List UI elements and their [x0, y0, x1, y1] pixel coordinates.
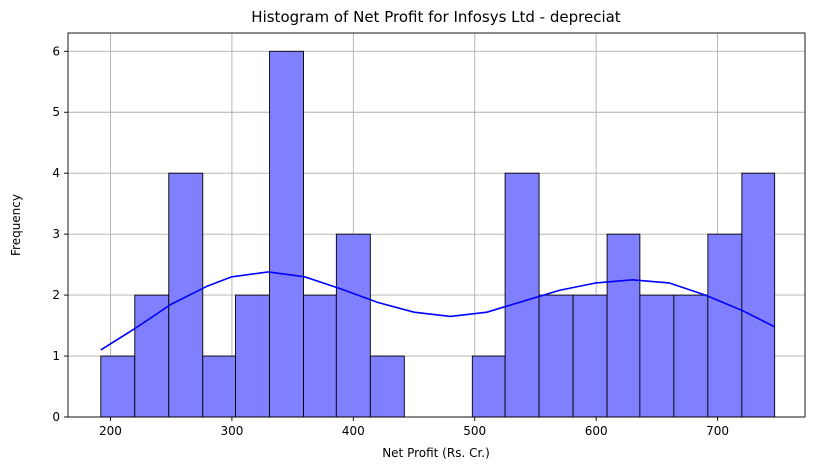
y-tick-label: 2 — [52, 288, 60, 302]
histogram-bar — [639, 294, 675, 418]
x-tick-label: 600 — [585, 424, 608, 438]
y-tick-label: 6 — [52, 44, 60, 58]
y-tick-label: 0 — [52, 410, 60, 424]
histogram-bar — [269, 50, 304, 418]
x-tick-label: 200 — [99, 424, 122, 438]
histogram-bar — [707, 233, 743, 418]
histogram-bar — [134, 294, 170, 418]
kde-curve — [100, 271, 776, 351]
y-tick-label: 5 — [52, 105, 60, 119]
y-tick-label: 3 — [52, 227, 60, 241]
histogram-bar — [335, 233, 371, 418]
histogram-bar — [202, 355, 237, 418]
histogram-bar — [100, 355, 136, 418]
histogram-bar — [741, 172, 776, 418]
histogram-bar — [572, 294, 608, 418]
y-ticks: 0 1 2 3 4 5 6 — [52, 44, 68, 424]
bars — [100, 50, 776, 418]
y-tick-label: 1 — [52, 349, 60, 363]
x-tick-label: 300 — [220, 424, 243, 438]
chart-title: Histogram of Net Profit for Infosys Ltd … — [251, 8, 621, 26]
x-tick-label: 700 — [706, 424, 729, 438]
histogram-bar — [606, 233, 641, 418]
x-axis-label: Net Profit (Rs. Cr.) — [382, 446, 490, 460]
x-tick-label: 500 — [463, 424, 486, 438]
histogram-bar — [504, 172, 540, 418]
histogram-bar — [369, 355, 405, 418]
histogram-bar — [673, 294, 709, 418]
histogram-bar — [303, 294, 337, 418]
y-axis-label: Frequency — [9, 194, 23, 256]
histogram-bar — [235, 294, 271, 418]
histogram-bar — [168, 172, 204, 418]
histogram-bar — [471, 355, 506, 418]
axes-frame — [67, 32, 806, 418]
y-tick-label: 4 — [52, 166, 60, 180]
x-tick-label: 400 — [342, 424, 365, 438]
x-ticks: 200 300 400 500 600 700 — [99, 417, 729, 438]
histogram-bar — [538, 294, 574, 418]
